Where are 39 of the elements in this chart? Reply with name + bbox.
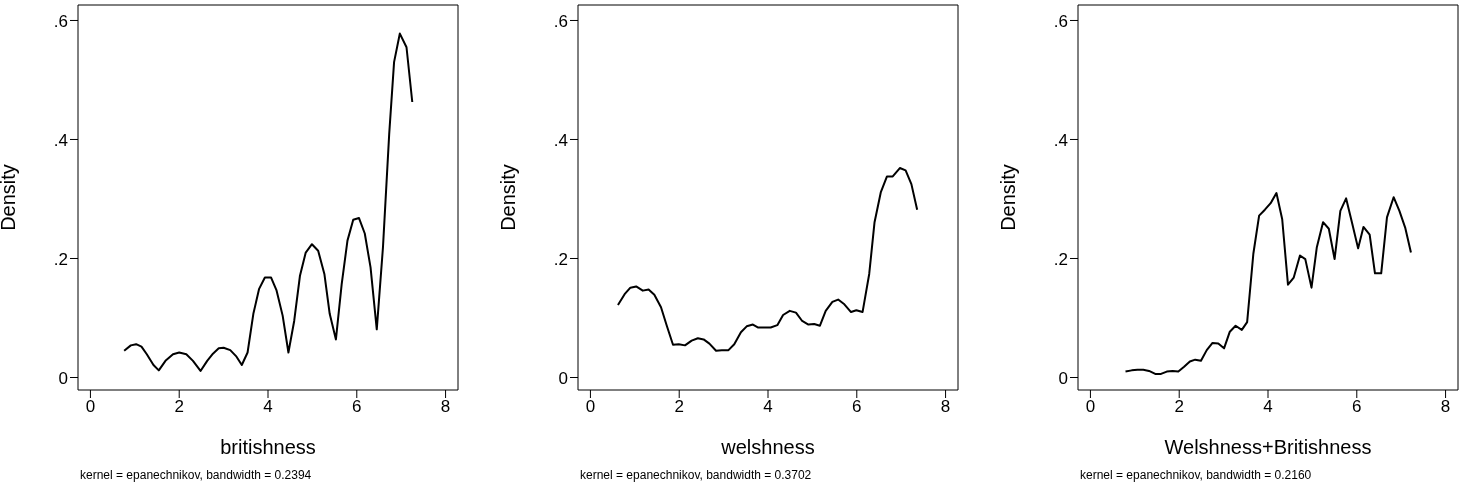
x-tick-label: 8 bbox=[940, 397, 951, 417]
y-tick-label: 0 bbox=[58, 368, 68, 388]
x-tick-label: 4 bbox=[763, 397, 773, 417]
y-axis-title: Density bbox=[997, 164, 1020, 231]
x-axis-title: Welshness+Britishness bbox=[1164, 436, 1372, 458]
x-tick-label: 8 bbox=[1440, 397, 1451, 417]
x-tick-label: 8 bbox=[440, 397, 451, 417]
y-tick-label: 0 bbox=[1058, 368, 1068, 388]
y-tick-label: .2 bbox=[53, 249, 68, 269]
x-tick-label: 0 bbox=[1085, 397, 1096, 417]
y-tick-label: .6 bbox=[1053, 11, 1068, 31]
y-tick-label: .6 bbox=[53, 11, 68, 31]
y-tick-label: .4 bbox=[1053, 130, 1068, 150]
y-axis-title: Density bbox=[497, 164, 520, 231]
line-series bbox=[1124, 192, 1412, 375]
y-axis-title: Density bbox=[0, 164, 20, 231]
line-series bbox=[616, 167, 919, 352]
y-tick-label: .4 bbox=[53, 130, 68, 150]
x-tick-label: 6 bbox=[852, 397, 862, 417]
x-tick-label: 2 bbox=[174, 397, 184, 417]
x-tick-label: 2 bbox=[674, 397, 684, 417]
text: kernel = epanechnikov, bandwidth = 0.3702 bbox=[580, 468, 812, 482]
text: kernel = epanechnikov, bandwidth = 0.2160 bbox=[1080, 468, 1312, 482]
x-axis-title: britishness bbox=[220, 436, 316, 458]
x-axis-title: welshness bbox=[720, 436, 815, 458]
line-series bbox=[123, 32, 414, 372]
x-tick-label: 0 bbox=[585, 397, 596, 417]
x-tick-label: 2 bbox=[1174, 397, 1184, 417]
text: kernel = epanechnikov, bandwidth = 0.2394 bbox=[80, 468, 312, 482]
x-tick-label: 6 bbox=[352, 397, 362, 417]
x-tick-label: 4 bbox=[1263, 397, 1273, 417]
y-tick-label: .6 bbox=[553, 11, 568, 31]
y-tick-label: .4 bbox=[553, 130, 568, 150]
y-tick-label: .2 bbox=[1053, 249, 1068, 269]
x-tick-label: 6 bbox=[1352, 397, 1362, 417]
x-tick-label: 4 bbox=[263, 397, 273, 417]
y-tick-label: .2 bbox=[553, 249, 568, 269]
y-tick-label: 0 bbox=[558, 368, 568, 388]
x-tick-label: 0 bbox=[85, 397, 96, 417]
